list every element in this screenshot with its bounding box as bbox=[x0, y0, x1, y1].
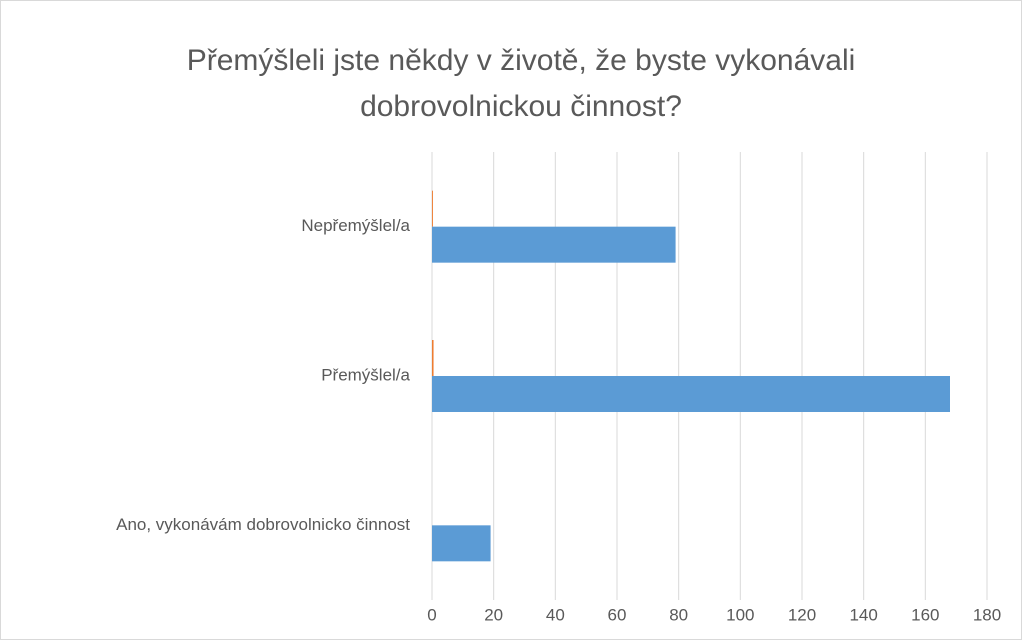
y-tick-label: Přemýšlel/a bbox=[321, 365, 410, 384]
x-tick-label: 100 bbox=[726, 605, 754, 624]
x-tick-label: 60 bbox=[608, 605, 627, 624]
chart-title: dobrovolnickou činnost? bbox=[360, 90, 682, 123]
x-tick-label: 180 bbox=[973, 605, 1001, 624]
x-tick-label: 0 bbox=[427, 605, 436, 624]
bar bbox=[432, 190, 433, 227]
bar bbox=[432, 376, 950, 412]
bar bbox=[432, 340, 434, 376]
y-tick-label: Nepřemýšlel/a bbox=[301, 216, 410, 235]
y-tick-label: Ano, vykonávám dobrovolnicko činnost bbox=[116, 515, 410, 534]
bar bbox=[432, 226, 676, 263]
x-tick-label: 80 bbox=[669, 605, 688, 624]
x-tick-label: 160 bbox=[911, 605, 939, 624]
x-tick-label: 140 bbox=[849, 605, 877, 624]
x-tick-label: 20 bbox=[484, 605, 503, 624]
bar bbox=[432, 525, 491, 562]
x-tick-label: 120 bbox=[788, 605, 816, 624]
chart-title: Přemýšleli jste někdy v životě, že byste… bbox=[187, 44, 856, 77]
x-tick-label: 40 bbox=[546, 605, 565, 624]
